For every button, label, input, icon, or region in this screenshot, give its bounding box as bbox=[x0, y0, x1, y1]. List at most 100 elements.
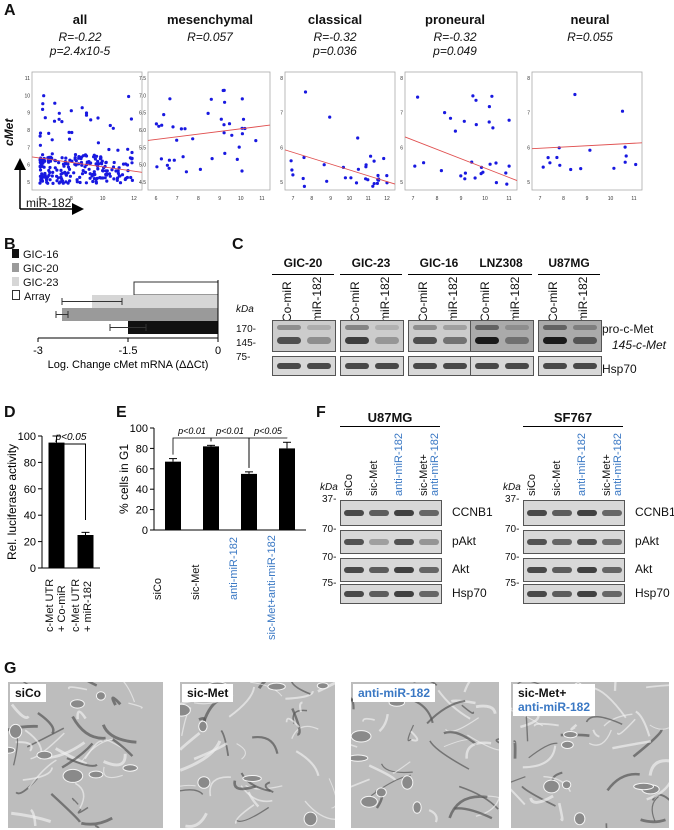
blot-c-met bbox=[408, 320, 472, 352]
data-point bbox=[70, 130, 74, 135]
cell-process bbox=[407, 724, 415, 742]
protein-band bbox=[527, 539, 547, 545]
data-point bbox=[325, 179, 329, 183]
data-point bbox=[507, 164, 511, 168]
cell-body bbox=[70, 699, 85, 709]
protein-band bbox=[527, 510, 547, 516]
group-underline bbox=[538, 274, 600, 275]
protein-band bbox=[443, 363, 467, 369]
y-tick-label: 8 bbox=[527, 76, 530, 82]
data-point bbox=[303, 90, 308, 94]
cell-process bbox=[351, 697, 355, 710]
cell-process bbox=[475, 704, 497, 715]
blot-hsp70 bbox=[538, 356, 602, 376]
data-point bbox=[154, 122, 158, 126]
data-point bbox=[43, 116, 47, 120]
group-underline bbox=[470, 274, 532, 275]
protein-band bbox=[552, 539, 572, 545]
y-tick-label: 7 bbox=[527, 111, 530, 117]
blot-c-met bbox=[272, 320, 336, 352]
lane-label: anti-miR-182 bbox=[576, 433, 588, 496]
data-point bbox=[43, 171, 47, 176]
regression-line bbox=[531, 142, 643, 150]
cell-texture bbox=[180, 682, 335, 828]
data-point bbox=[129, 175, 133, 180]
data-point bbox=[159, 157, 163, 161]
cell-line-label: U87MG bbox=[548, 256, 590, 270]
cell-process bbox=[27, 759, 57, 789]
cell-process bbox=[520, 715, 540, 729]
cell-process bbox=[233, 780, 256, 791]
protein-band bbox=[369, 539, 389, 545]
data-point bbox=[385, 174, 389, 178]
cell-process bbox=[592, 729, 600, 738]
data-point bbox=[96, 159, 100, 163]
legend-b: GIC-16 GIC-20 GIC-23 Array bbox=[12, 248, 58, 304]
data-point bbox=[107, 147, 111, 152]
cell-body bbox=[561, 740, 574, 750]
data-point bbox=[94, 181, 98, 185]
data-point bbox=[349, 176, 353, 180]
data-point bbox=[612, 166, 616, 170]
lane-label: sic-Met bbox=[551, 460, 563, 496]
micrograph-sic-met: sic-Met bbox=[180, 682, 335, 828]
cell-body bbox=[36, 750, 53, 760]
regression-line bbox=[284, 149, 396, 185]
protein-band bbox=[543, 325, 567, 330]
cell-body bbox=[563, 731, 578, 739]
protein-band bbox=[602, 591, 622, 597]
cell-line-label: GIC-16 bbox=[419, 256, 459, 270]
x-tick-label: anti-miR-182 bbox=[228, 537, 240, 600]
data-point bbox=[73, 153, 78, 157]
data-point bbox=[59, 172, 63, 176]
cell-process bbox=[426, 699, 466, 725]
data-point bbox=[413, 164, 417, 168]
cell-process bbox=[467, 734, 499, 751]
plot-title: mesenchymal bbox=[167, 12, 253, 27]
protein-band bbox=[602, 510, 622, 516]
protein-band bbox=[552, 510, 572, 516]
lane-label: miR-182 bbox=[576, 276, 590, 322]
data-point bbox=[206, 111, 210, 115]
data-point bbox=[84, 113, 89, 117]
legend-item: GIC-23 bbox=[12, 276, 58, 290]
data-point bbox=[59, 175, 63, 179]
lane-label: miR-182 bbox=[310, 276, 324, 322]
data-point bbox=[371, 184, 375, 188]
data-point bbox=[72, 171, 76, 175]
data-point bbox=[115, 178, 119, 182]
plot-title: classical bbox=[307, 12, 363, 27]
data-point bbox=[64, 156, 68, 160]
data-point bbox=[41, 153, 45, 157]
micrograph-sico: siCo bbox=[8, 682, 163, 828]
data-point bbox=[416, 95, 420, 99]
data-point bbox=[369, 154, 373, 158]
cell-process bbox=[378, 713, 389, 733]
data-point bbox=[120, 173, 125, 177]
panel-label-e: E bbox=[116, 404, 127, 421]
x-tick-label: sic-Met bbox=[190, 564, 202, 600]
lane-label: siCo bbox=[343, 473, 355, 496]
cell-process bbox=[475, 795, 499, 817]
cell-process bbox=[445, 717, 480, 733]
data-point bbox=[588, 148, 592, 152]
x-tick-label: 10 bbox=[100, 196, 106, 202]
band-label: pAkt bbox=[452, 534, 477, 548]
y-tick-label: 40 bbox=[24, 510, 36, 522]
cell-process bbox=[495, 738, 499, 744]
cell-process bbox=[264, 781, 274, 794]
cell-process bbox=[450, 699, 476, 705]
bar bbox=[77, 535, 94, 568]
kda-label: kDa bbox=[320, 482, 338, 493]
data-point bbox=[129, 117, 133, 121]
lane-label: Co-miR bbox=[546, 281, 560, 322]
micrograph-anti-mir-182: anti-miR-182 bbox=[351, 682, 499, 828]
data-point bbox=[117, 166, 121, 170]
cell-body bbox=[316, 682, 329, 690]
x-tick-label: 9 bbox=[218, 196, 221, 202]
cell-body bbox=[88, 770, 104, 779]
cell-process bbox=[632, 729, 663, 758]
protein-band bbox=[369, 510, 389, 516]
micrograph-sic-met-anti-mir-182: sic-Met+ anti-miR-182 bbox=[511, 682, 669, 828]
cell-process bbox=[304, 800, 335, 821]
